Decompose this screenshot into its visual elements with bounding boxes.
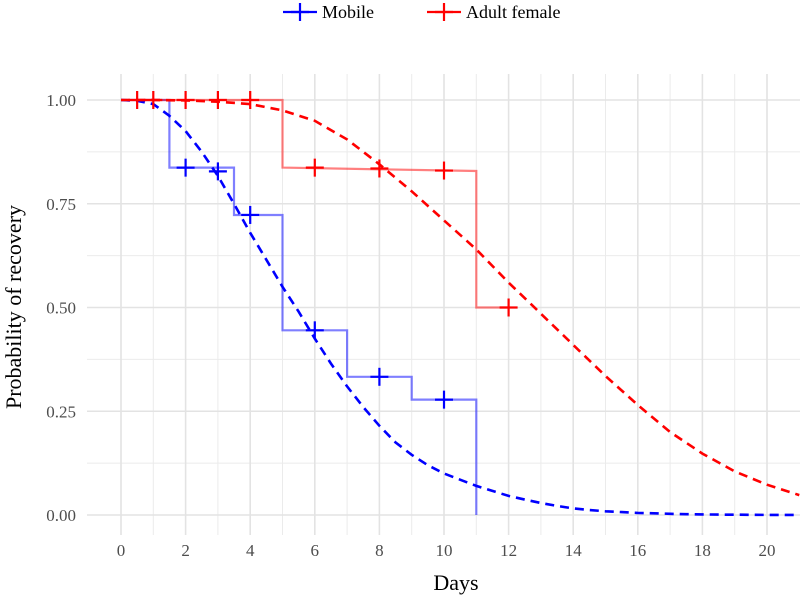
x-tick-label: 20 [759,541,776,560]
mobile-censor-mark [305,321,324,340]
x-tick-label: 6 [311,541,320,560]
x-tick-label: 10 [436,541,453,560]
mobile-censor-mark [176,158,195,177]
legend-label: Adult female [466,2,560,22]
mobile-km-step [121,98,478,515]
legend-item-adult-female: Adult female [427,2,560,22]
mobile-censor-mark [208,162,227,181]
x-tick-label: 2 [181,541,190,560]
plot-area [120,91,800,517]
x-tick-label: 4 [246,541,255,560]
adult-female-censor-mark [208,91,227,109]
adult-female-censor-mark [305,158,324,177]
x-tick-label: 8 [375,541,384,560]
y-tick-label: 0.00 [46,506,76,525]
y-tick-label: 0.75 [46,195,76,214]
legend-key-cross [435,3,453,21]
x-tick-label: 16 [629,541,646,560]
adult-female-censor-mark [370,159,389,178]
mobile-fitted-curve [120,98,800,517]
x-tick-label: 0 [117,541,126,560]
y-tick-label: 1.00 [46,91,76,110]
adult-female-censor-mark [128,91,147,109]
grid [87,74,800,535]
adult-female-series [121,91,800,497]
adult-female-censor-mark [435,161,453,180]
x-tick-label: 12 [500,541,517,560]
adult-female-censor-mark [499,298,518,317]
x-axis-title: Days [433,570,478,595]
x-tick-label: 14 [565,541,583,560]
y-axis: 0.00 0.25 0.50 0.75 1.00 [46,91,76,525]
adult-female-censor-mark [176,91,195,109]
legend-key-cross [291,3,309,21]
mobile-censor-mark [370,367,389,386]
adult-female-fitted-curve [121,98,800,497]
legend: Mobile Adult female [283,2,560,22]
y-tick-label: 0.25 [46,402,76,421]
mobile-censor-mark [241,205,260,224]
legend-item-mobile: Mobile [283,2,374,22]
y-tick-label: 0.50 [46,299,76,318]
y-axis-title: Probability of recovery [1,205,26,409]
mobile-series [120,98,800,517]
adult-female-censor-mark [144,91,163,109]
mobile-censor-mark [435,390,453,409]
adult-female-censor-mark [241,91,260,109]
x-tick-label: 18 [694,541,711,560]
x-axis: 0 2 4 6 8 10 12 14 16 18 20 [117,541,776,560]
legend-label: Mobile [322,2,374,22]
